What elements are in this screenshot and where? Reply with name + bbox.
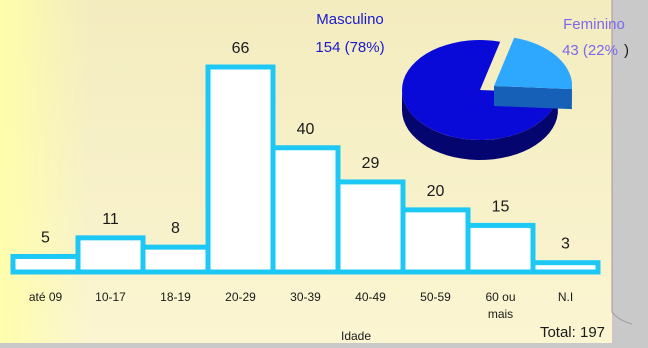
tick-label: 10-17	[95, 290, 126, 304]
tick-label: mais	[488, 307, 513, 321]
pie-value-masculino: 154 (78%)	[315, 39, 384, 56]
tick-label: 60 ou	[485, 290, 515, 304]
tick-label: 20-29	[225, 290, 256, 304]
tick-label: 30-39	[290, 290, 321, 304]
data-label: 5	[41, 229, 50, 246]
data-label: 8	[171, 220, 180, 237]
pie-label-feminino: Feminino	[563, 16, 625, 33]
pie-slice-feminino	[494, 37, 573, 90]
pie-slice-masculino	[402, 39, 558, 140]
data-label: 3	[561, 236, 570, 253]
pie-label-masculino: Masculino	[316, 11, 384, 28]
bar-10-17	[75, 235, 146, 275]
bar-18-19	[140, 244, 211, 275]
data-label: 29	[362, 155, 380, 172]
plot-left-glow	[0, 0, 90, 343]
pie-value-feminino-paren: )	[624, 42, 629, 59]
tick-label: N.I	[558, 290, 573, 304]
bar-N.I	[530, 260, 601, 275]
bar-20-29	[205, 64, 276, 275]
bar-até-09	[10, 253, 81, 275]
bar-30-39	[270, 145, 341, 275]
bars-layer: 5 até 09 11 10-17 8 18-19 66 20-29 40 30-39 29 40-4…	[10, 40, 601, 321]
bar-60-ou-mais	[465, 222, 536, 275]
data-label: 20	[427, 183, 445, 200]
pie-slice-feminino-side	[494, 86, 572, 110]
pie-value-feminino: 43 (22%	[562, 42, 618, 59]
bar-40-49	[335, 179, 406, 275]
total-label: Total: 197	[540, 324, 605, 341]
bar-50-59	[400, 207, 471, 275]
data-label: 11	[102, 211, 119, 228]
tick-label: 40-49	[355, 290, 386, 304]
x-axis-label: Idade	[341, 329, 371, 343]
data-label: 15	[492, 198, 510, 215]
pie-slice-masculino-side	[402, 90, 558, 160]
data-label: 40	[297, 121, 315, 138]
window-frame-line	[611, 0, 633, 325]
tick-label: 50-59	[420, 290, 451, 304]
tick-label: 18-19	[160, 290, 191, 304]
tick-label: até 09	[29, 290, 63, 304]
data-label: 66	[232, 40, 250, 57]
pie-layer: Masculino 154 (78%) Feminino 43 (22%)	[315, 11, 629, 160]
